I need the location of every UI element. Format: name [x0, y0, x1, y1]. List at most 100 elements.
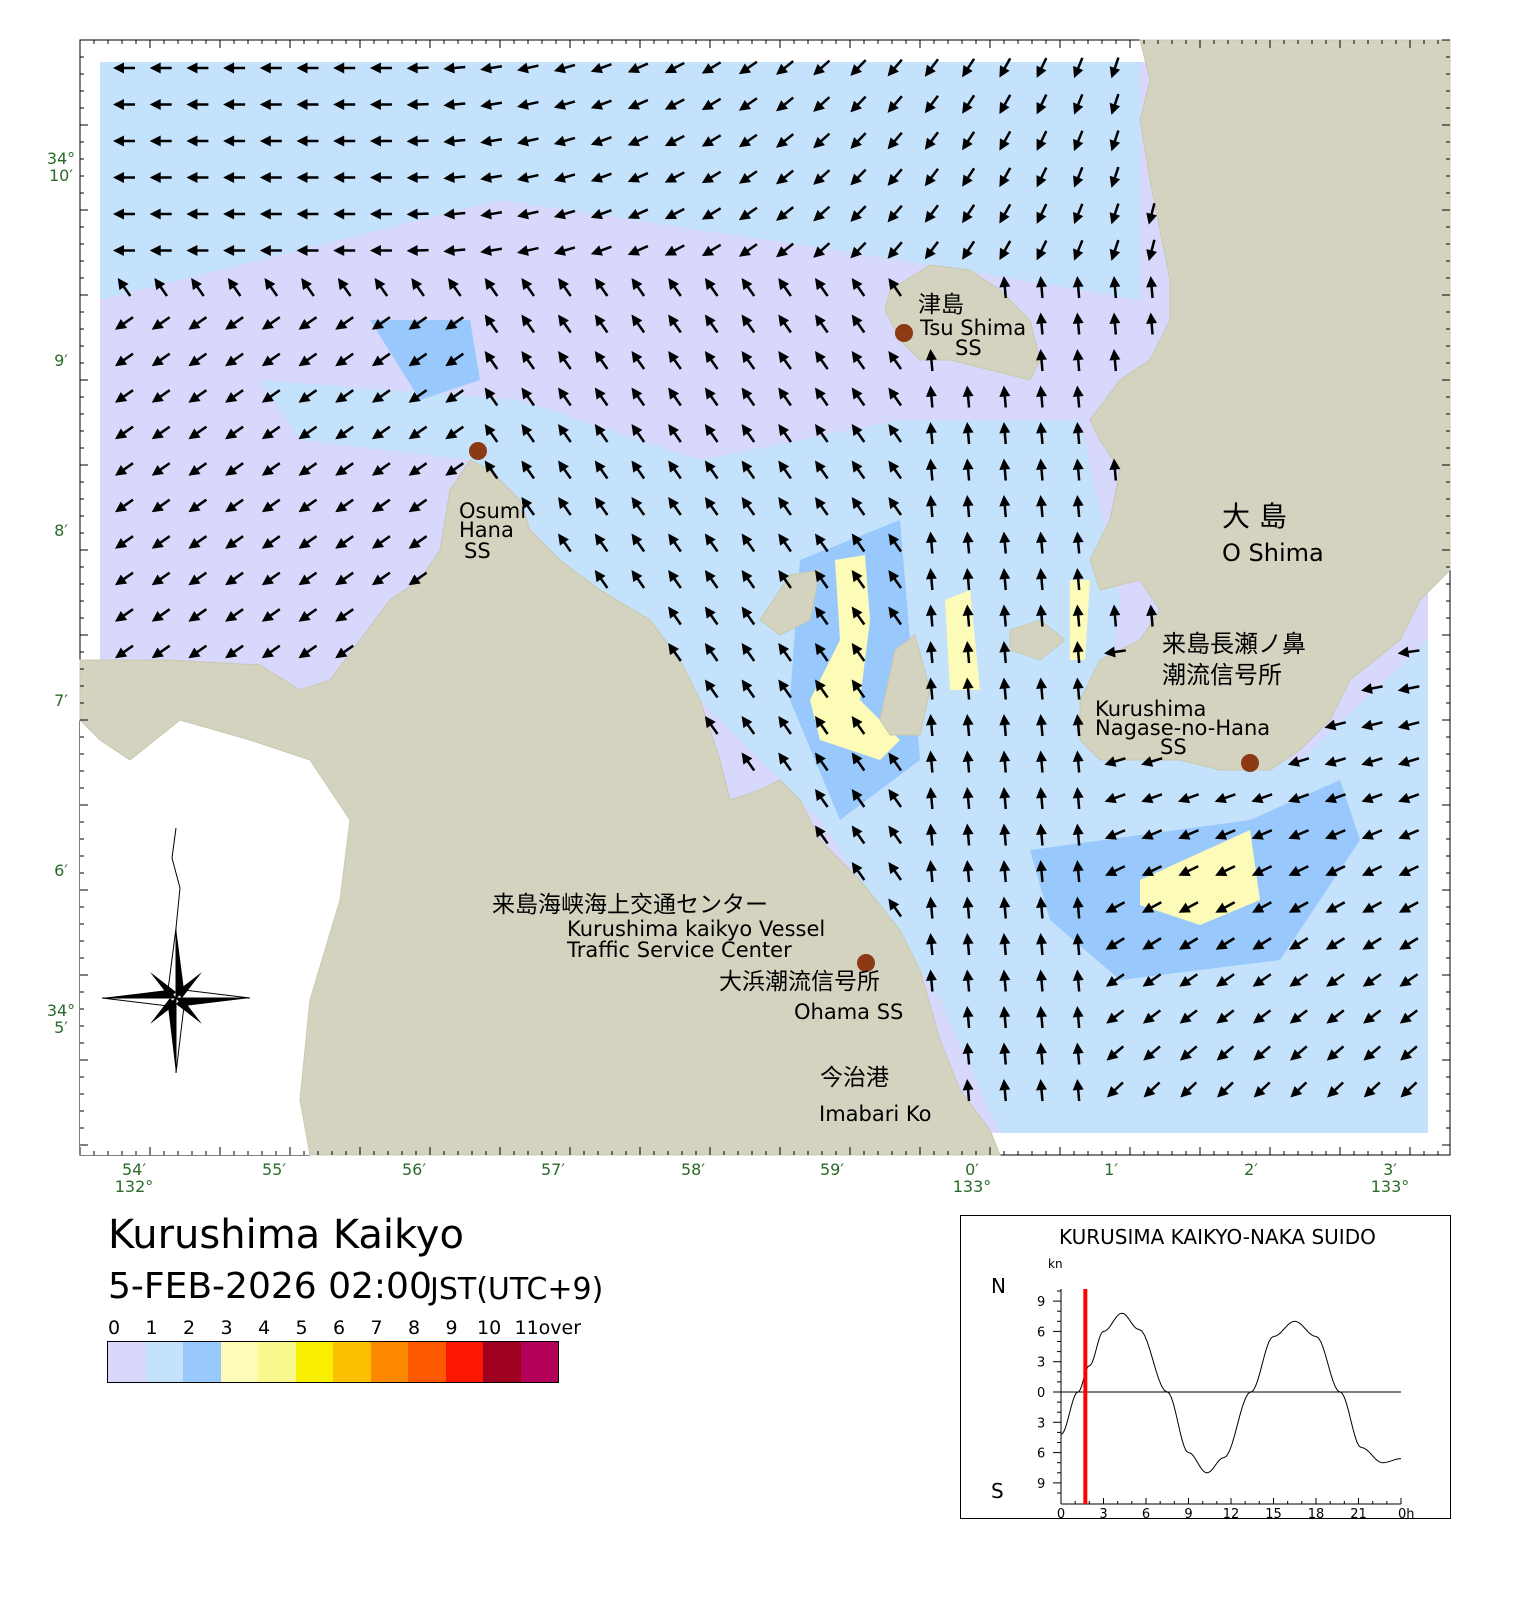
lon-tick: 57′ [541, 1160, 565, 1179]
current-arrow-icon [999, 276, 1011, 299]
current-arrow-icon [962, 896, 974, 919]
current-arrow-icon [627, 98, 649, 110]
current-arrow-icon [1036, 458, 1047, 481]
current-arrow-icon [778, 752, 792, 772]
current-arrow-icon [1398, 792, 1420, 804]
current-arrow-icon [369, 135, 392, 147]
current-arrow-icon [223, 245, 246, 256]
current-arrow-icon [778, 715, 792, 735]
current-arrow-icon [999, 458, 1011, 481]
current-arrow-icon [999, 57, 1012, 78]
current-arrow-icon [778, 350, 792, 370]
current-arrow-icon [225, 352, 244, 367]
current-arrow-icon [223, 135, 246, 147]
current-arrow-icon [114, 535, 134, 549]
tide-curve [1060, 1312, 1402, 1474]
current-arrow-icon [443, 245, 466, 256]
current-arrow-icon [999, 495, 1011, 518]
current-arrow-icon [1104, 646, 1126, 658]
current-arrow-icon [888, 898, 903, 918]
current-arrow-icon [962, 823, 974, 846]
current-arrow-icon [151, 352, 171, 367]
current-arrow-icon [1178, 901, 1199, 913]
current-arrow-icon [1288, 792, 1310, 804]
current-arrow-icon [1072, 641, 1084, 664]
current-arrow-icon [1072, 677, 1084, 700]
current-arrow-icon [701, 243, 722, 257]
current-arrow-icon [1072, 568, 1084, 591]
current-arrow-icon [225, 535, 244, 549]
current-arrow-icon [962, 714, 974, 737]
current-arrow-icon [1036, 349, 1047, 372]
current-arrow-icon [1216, 1009, 1235, 1024]
current-arrow-icon [149, 245, 172, 256]
current-arrow-icon [1216, 1081, 1234, 1098]
x-tick-label: 0 [1057, 1507, 1065, 1519]
lon-tick: 2′ [1244, 1160, 1258, 1179]
current-arrow-icon [1324, 719, 1347, 731]
current-arrow-icon [1036, 969, 1047, 992]
current-arrow-icon [151, 425, 171, 440]
vts-label-en: Kurushima kaikyo Vessel [567, 917, 826, 941]
current-arrow-icon [778, 314, 792, 334]
current-arrow-icon [1104, 865, 1126, 876]
current-arrow-icon [704, 533, 719, 553]
current-arrow-icon [704, 496, 719, 516]
current-arrow-icon [813, 59, 831, 76]
speed-band [1140, 830, 1260, 925]
current-arrow-icon [741, 496, 756, 516]
current-arrow-icon [1072, 495, 1084, 518]
current-arrow-icon [1361, 829, 1383, 840]
current-arrow-icon [741, 752, 756, 772]
current-arrow-icon [999, 823, 1011, 846]
current-arrow-icon [335, 571, 354, 586]
current-arrow-icon [704, 314, 719, 334]
current-arrow-icon [594, 496, 609, 516]
legend-label: 6 [333, 1317, 346, 1339]
current-arrow-icon [851, 460, 866, 480]
current-arrow-icon [741, 679, 756, 699]
current-arrow-icon [1363, 1045, 1382, 1061]
current-arrow-icon [1324, 756, 1346, 767]
current-arrow-icon [738, 243, 758, 257]
current-arrow-icon [1215, 901, 1236, 913]
current-arrow-icon [298, 352, 318, 367]
current-arrow-icon [851, 350, 866, 370]
current-arrow-icon [521, 460, 536, 480]
current-arrow-icon [516, 62, 539, 74]
current-arrow-icon [1036, 312, 1047, 335]
current-arrow-icon [480, 245, 503, 256]
nagase-label-en2: Nagase-no-Hana [1095, 716, 1271, 740]
ohama-label-jp: 大浜潮流信号所 [719, 969, 880, 995]
current-arrow-icon [149, 99, 172, 110]
current-arrow-icon [888, 606, 903, 626]
station-dot-icon [1241, 754, 1259, 772]
current-arrow-icon [188, 644, 208, 659]
legend-swatch [295, 1342, 333, 1382]
current-arrow-icon [484, 277, 499, 297]
current-arrow-icon [298, 644, 318, 659]
current-arrow-icon [631, 350, 646, 370]
current-arrow-icon [445, 352, 465, 367]
current-arrow-icon [1072, 422, 1084, 445]
legend-swatch [145, 1342, 183, 1382]
current-arrow-icon [1104, 756, 1126, 767]
current-arrow-icon [704, 387, 719, 407]
current-arrow-icon [1361, 756, 1383, 767]
current-arrow-icon [999, 714, 1011, 737]
current-arrow-icon [664, 207, 685, 220]
current-arrow-icon [851, 642, 866, 662]
current-arrow-icon [333, 208, 356, 220]
lat-tick: 34° 10′ [46, 149, 76, 185]
current-arrow-icon [778, 533, 792, 553]
legend-swatch [108, 1342, 146, 1382]
current-arrow-icon [850, 241, 867, 259]
current-arrow-icon [225, 608, 244, 622]
current-arrow-icon [1253, 1045, 1271, 1061]
current-arrow-icon [924, 204, 939, 223]
current-arrow-icon [1143, 1045, 1161, 1061]
current-arrow-icon [1215, 937, 1236, 950]
current-arrow-icon [741, 460, 756, 480]
current-arrow-icon [516, 208, 539, 220]
current-arrow-icon [443, 62, 466, 74]
